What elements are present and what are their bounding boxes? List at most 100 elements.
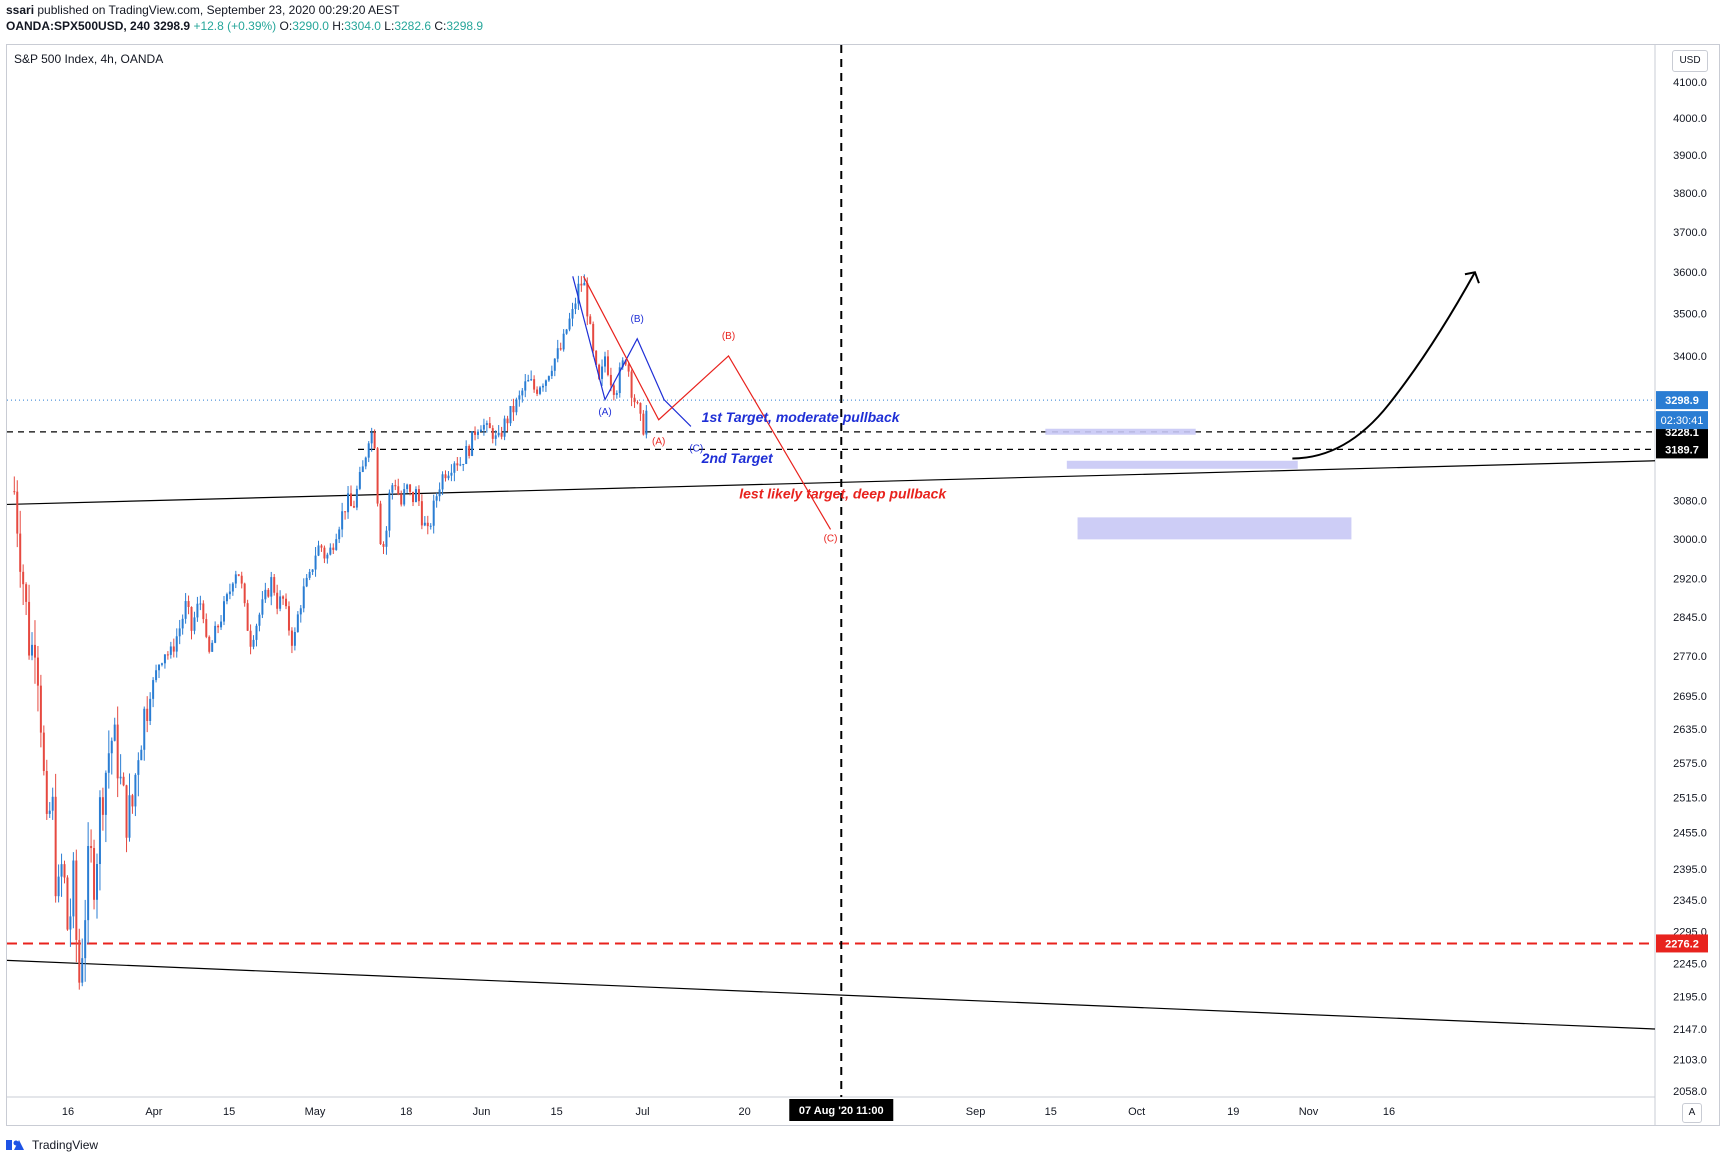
candle-body [488, 423, 491, 429]
candle-body [270, 577, 273, 597]
candle-body [69, 916, 72, 930]
candle-body [494, 435, 497, 439]
candle-body [509, 405, 512, 424]
candle-body [373, 432, 376, 449]
published-text: published on TradingView.com, September … [37, 3, 400, 17]
y-tick-label: 3400.0 [1673, 351, 1707, 363]
close-label: C: [434, 19, 447, 33]
candle-body [287, 606, 290, 631]
candle-body [104, 772, 107, 815]
currency-button[interactable]: USD [1672, 50, 1708, 72]
y-tick-label: 2575.0 [1673, 758, 1707, 770]
y-tick-label: 2147.0 [1673, 1024, 1707, 1036]
candle-body [409, 484, 412, 492]
wave-label-blue-b: (B) [631, 314, 644, 325]
countdown-label: 02:30:41 [1661, 415, 1704, 427]
candle-body [222, 601, 225, 622]
target2-label: 2nd Target [701, 450, 774, 466]
candle-body [609, 374, 612, 386]
candle-body [60, 864, 63, 877]
candle-body [397, 486, 400, 495]
candle-body [193, 617, 196, 631]
candle-body [355, 488, 358, 508]
open-value: 3290.0 [292, 19, 329, 33]
candle-body [338, 529, 341, 540]
auto-scale-button[interactable]: A [1682, 1103, 1702, 1123]
chart-frame[interactable] [6, 44, 1720, 1126]
x-tick-label: 15 [223, 1106, 235, 1118]
candle-body [379, 503, 382, 545]
candle-body [515, 399, 518, 413]
level-price-tag [1656, 391, 1708, 410]
candle-body [444, 474, 447, 479]
candle-body [220, 621, 223, 628]
candle-body [414, 489, 417, 503]
candle-body [285, 598, 288, 607]
candle-body [98, 797, 101, 865]
candle-body [314, 555, 317, 570]
x-tick-label: Jul [636, 1106, 650, 1118]
y-tick-label: 2920.0 [1673, 574, 1707, 586]
candle-body [228, 591, 231, 595]
candle-body [211, 642, 214, 652]
candle-body [556, 348, 559, 359]
publisher-name[interactable]: ssari [6, 3, 35, 17]
candle-body [208, 636, 211, 652]
y-tick-label: 2245.0 [1673, 959, 1707, 971]
candle-body [75, 860, 78, 940]
candle-body [237, 574, 240, 576]
target1-box [1045, 428, 1196, 435]
candle-body [181, 618, 184, 629]
candle-body [606, 356, 609, 375]
footer-brand[interactable]: TradingView [6, 1138, 98, 1152]
candle-body [474, 431, 477, 435]
candle-body [479, 429, 482, 432]
candle-body [512, 405, 515, 413]
y-tick-label: 4000.0 [1673, 113, 1707, 125]
candle-body [87, 846, 90, 921]
candle-body [119, 776, 122, 779]
y-tick-label: 2345.0 [1673, 895, 1707, 907]
candle-body [476, 431, 479, 435]
candle-body [403, 489, 406, 505]
low-value: 3282.6 [394, 19, 432, 33]
candle-body [264, 589, 267, 600]
lower-trendline [6, 959, 1656, 1030]
candle-body [125, 785, 128, 838]
candle-body [326, 554, 329, 559]
candle-body [370, 432, 373, 444]
candle-body [349, 493, 352, 507]
candle-body [521, 390, 524, 396]
candle-body [423, 522, 426, 526]
low-label: L: [384, 19, 395, 33]
candle-body [344, 511, 347, 513]
candle-body [429, 525, 432, 527]
candle-body [595, 350, 598, 365]
candle-body [341, 511, 344, 530]
y-tick-label: 2845.0 [1673, 612, 1707, 624]
y-tick-label: 2395.0 [1673, 864, 1707, 876]
candle-body [565, 329, 568, 334]
candle-body [456, 463, 459, 466]
candle-body [527, 380, 530, 382]
candle-body [184, 601, 187, 619]
level-price-label: 3228.1 [1665, 427, 1699, 439]
candle-body [299, 608, 302, 615]
candle-body [72, 860, 75, 917]
candle-body [612, 385, 615, 395]
x-tick-label: 15 [551, 1106, 563, 1118]
x-tick-label: 15 [1045, 1106, 1057, 1118]
candle-body [158, 664, 161, 671]
candle-body [459, 464, 462, 466]
level-price-tag [1656, 934, 1708, 953]
candle-body [630, 371, 633, 398]
candle-body [580, 283, 583, 286]
candle-body [453, 463, 456, 473]
candle-body [583, 282, 586, 286]
y-tick-label: 2058.0 [1673, 1086, 1707, 1098]
blue-wave-path [572, 276, 692, 427]
candle-body [426, 522, 429, 527]
candle-body [553, 358, 556, 371]
candle-body [149, 698, 152, 721]
